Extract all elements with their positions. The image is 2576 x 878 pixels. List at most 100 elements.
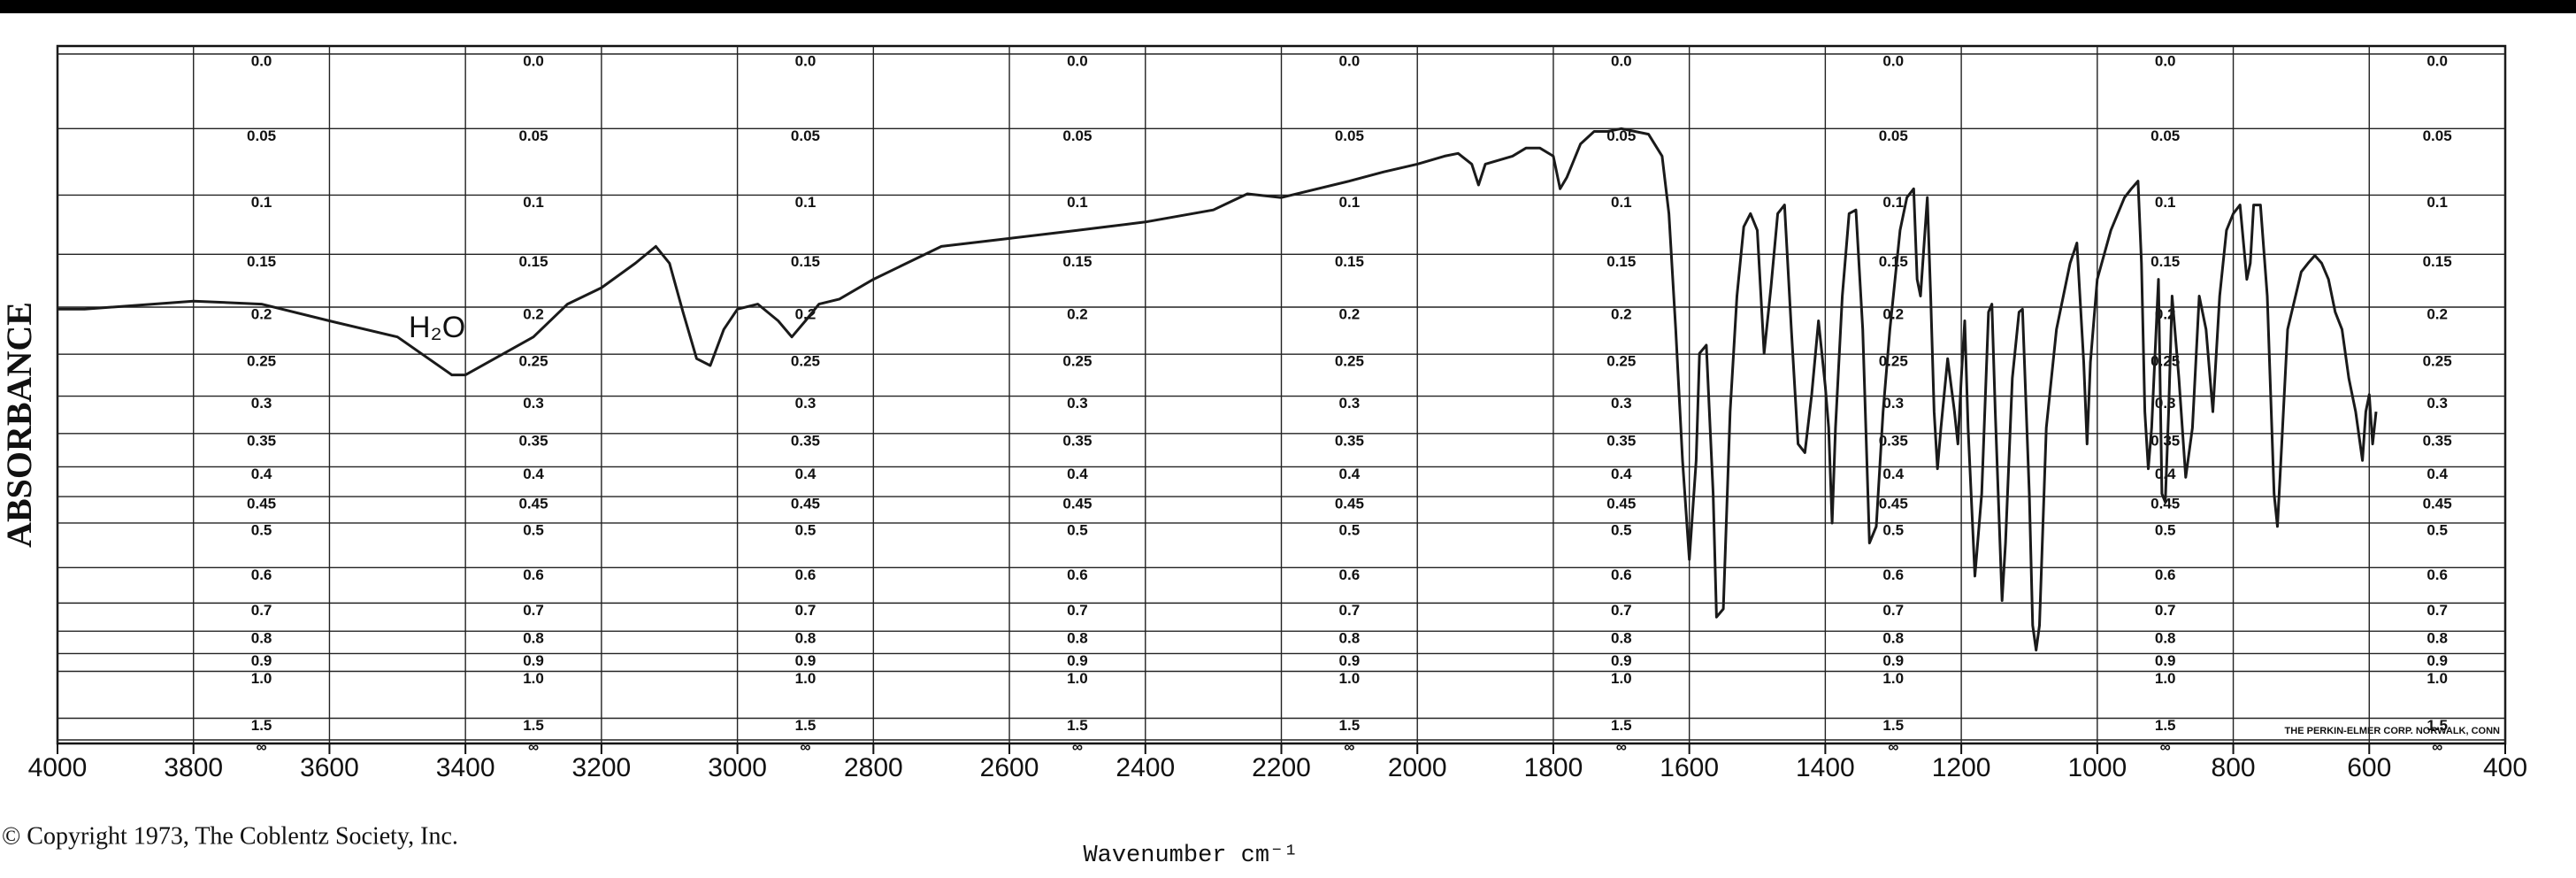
y-tick-label: 1.5 — [2155, 717, 2176, 734]
y-tick-label: 0.0 — [1611, 52, 1632, 69]
x-axis-label: Wavenumber cm⁻¹ — [1083, 843, 1298, 869]
y-tick-label: 1.5 — [1067, 717, 1088, 734]
x-tick-label: 3000 — [708, 753, 767, 782]
y-tick-label: 0.5 — [1339, 521, 1361, 538]
y-tick-label: 0.4 — [1882, 466, 1904, 482]
x-tick-label: 4000 — [28, 753, 88, 782]
y-tick-label: 0.35 — [1335, 432, 1364, 449]
y-tick-label: 1.5 — [1339, 717, 1361, 734]
y-tick-label: 1.0 — [1882, 670, 1904, 687]
y-tick-label: 1.5 — [1882, 717, 1904, 734]
y-tick-label: 1.0 — [523, 670, 544, 687]
y-tick-label: 0.4 — [1611, 466, 1632, 482]
y-tick-label: 0.3 — [523, 395, 544, 412]
y-tick-label: 0.3 — [1067, 395, 1088, 412]
y-tick-label: 0.3 — [2155, 395, 2176, 412]
x-tick-label: 1200 — [1932, 753, 1991, 782]
y-tick-label: 0.8 — [1067, 630, 1088, 647]
y-tick-label: 0.35 — [518, 432, 548, 449]
y-tick-label: 1.0 — [1611, 670, 1632, 687]
y-tick-label: 0.8 — [1882, 630, 1904, 647]
y-tick-label: 0.25 — [2423, 353, 2452, 370]
y-tick-label: 1.0 — [251, 670, 272, 687]
y-tick-label: 0.5 — [523, 521, 544, 538]
y-tick-label: 1.0 — [2426, 670, 2448, 687]
y-tick-label: 1.0 — [1339, 670, 1361, 687]
y-tick-label: ∞ — [1616, 738, 1627, 755]
y-tick-label: 0.35 — [1062, 432, 1092, 449]
maker-note: THE PERKIN-ELMER CORP. NORWALK, CONN — [2285, 726, 2500, 736]
y-tick-label: 0.8 — [251, 630, 272, 647]
y-tick-label: 0.3 — [2426, 395, 2448, 412]
y-tick-label: 0.5 — [2155, 521, 2176, 538]
y-tick-label: 0.8 — [2155, 630, 2176, 647]
y-tick-label: 0.45 — [247, 496, 276, 512]
y-tick-label: 0.05 — [1335, 127, 1364, 144]
y-tick-label: 0.0 — [251, 52, 272, 69]
y-tick-label: 0.35 — [1606, 432, 1636, 449]
y-tick-label: 0.7 — [2426, 602, 2448, 619]
y-tick-label: 0.8 — [1611, 630, 1632, 647]
y-tick-label: 0.15 — [2150, 253, 2180, 270]
y-tick-label: 0.0 — [2155, 52, 2176, 69]
y-tick-label: 0.1 — [251, 194, 272, 211]
x-tick-label: 3400 — [436, 753, 495, 782]
y-tick-label: 1.5 — [523, 717, 544, 734]
y-tick-label: 0.05 — [2423, 127, 2452, 144]
y-tick-label: 0.7 — [1611, 602, 1632, 619]
x-tick-label: 600 — [2347, 753, 2391, 782]
y-tick-label: 0.1 — [1882, 194, 1904, 211]
y-tick-label: 0.0 — [795, 52, 816, 69]
y-tick-label: 0.25 — [1606, 353, 1636, 370]
y-tick-label: ∞ — [1072, 738, 1083, 755]
y-tick-label: ∞ — [257, 738, 267, 755]
x-tick-label: 2400 — [1116, 753, 1175, 782]
y-tick-label: ∞ — [1344, 738, 1354, 755]
y-tick-label: 0.45 — [2150, 496, 2180, 512]
x-tick-label: 400 — [2483, 753, 2527, 782]
y-tick-label: 0.9 — [2155, 652, 2176, 669]
x-tick-label: 1000 — [2067, 753, 2127, 782]
y-tick-label: 0.8 — [1339, 630, 1361, 647]
y-tick-label: 0.3 — [795, 395, 816, 412]
y-tick-label: 0.9 — [523, 652, 544, 669]
y-tick-label: 0.35 — [1879, 432, 1908, 449]
y-tick-label: 0.3 — [1882, 395, 1904, 412]
y-tick-label: 0.2 — [1611, 305, 1632, 322]
y-tick-label: 0.8 — [523, 630, 544, 647]
y-tick-label: 0.7 — [1067, 602, 1088, 619]
y-axis-label: ABSORBANCE — [0, 302, 39, 548]
y-tick-label: 0.25 — [2150, 353, 2180, 370]
y-tick-label: 1.0 — [2155, 670, 2176, 687]
y-tick-label: 0.35 — [2423, 432, 2452, 449]
y-tick-label: 0.15 — [2423, 253, 2452, 270]
y-tick-label: 0.5 — [2426, 521, 2448, 538]
y-tick-label: 0.45 — [1062, 496, 1092, 512]
y-tick-label: 0.7 — [1339, 602, 1361, 619]
y-tick-label: 0.25 — [1062, 353, 1092, 370]
y-tick-label: 0.4 — [1067, 466, 1088, 482]
y-tick-label: 0.05 — [1062, 127, 1092, 144]
y-tick-label: 1.5 — [2426, 717, 2448, 734]
y-tick-label: 0.5 — [1067, 521, 1088, 538]
x-tick-label: 2200 — [1252, 753, 1311, 782]
y-tick-label: 0.1 — [1339, 194, 1361, 211]
y-tick-label: 0.1 — [523, 194, 544, 211]
y-tick-label: 0.15 — [518, 253, 548, 270]
y-tick-label: 0.8 — [2426, 630, 2448, 647]
y-tick-label: 0.6 — [1882, 566, 1904, 583]
y-tick-label: 0.0 — [1882, 52, 1904, 69]
y-tick-label: 0.5 — [1882, 521, 1904, 538]
y-tick-label: 0.35 — [791, 432, 820, 449]
y-tick-label: ∞ — [528, 738, 539, 755]
copyright: © Copyright 1973, The Coblentz Society, … — [2, 822, 458, 850]
top-bar — [0, 0, 2576, 13]
y-tick-label: 0.15 — [1606, 253, 1636, 270]
y-tick-label: 0.35 — [2150, 432, 2180, 449]
y-tick-label: ∞ — [2160, 738, 2171, 755]
y-tick-label: 0.05 — [518, 127, 548, 144]
y-tick-label: 0.6 — [523, 566, 544, 583]
x-tick-label: 2600 — [980, 753, 1039, 782]
y-tick-label: 0.1 — [2155, 194, 2176, 211]
